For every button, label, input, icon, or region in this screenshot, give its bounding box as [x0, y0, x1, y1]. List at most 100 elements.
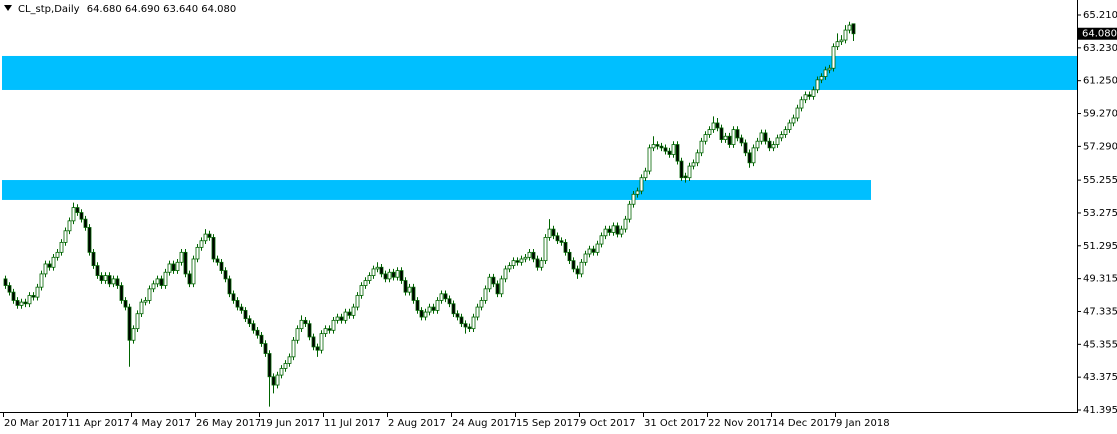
candle-body: [295, 328, 300, 341]
candle-body: [315, 346, 320, 351]
candle-body: [471, 316, 476, 330]
candle-body: [139, 301, 144, 315]
candle-body: [83, 218, 88, 228]
candle-body: [3, 278, 8, 286]
candle-body: [15, 300, 20, 306]
candle-body: [619, 228, 624, 235]
candle-body: [347, 311, 352, 316]
candle-body: [383, 273, 388, 280]
candle-body: [451, 303, 456, 315]
candle-body: [147, 288, 152, 301]
candle-body: [379, 266, 384, 275]
candle-body: [191, 258, 196, 285]
candle-body: [215, 258, 220, 263]
candle-body: [91, 251, 96, 267]
candle-body: [107, 275, 112, 285]
candle-body: [207, 233, 212, 238]
header-open: 64.680: [87, 4, 122, 15]
candle-body: [31, 295, 36, 298]
x-tick-label: 19 Jun 2017: [260, 418, 320, 429]
candle-body: [287, 356, 292, 364]
candle-body: [747, 152, 752, 164]
candle-body: [203, 233, 208, 242]
y-tick-label: 43.375: [1083, 372, 1117, 383]
candle-body: [695, 152, 700, 164]
candle-body: [643, 170, 648, 179]
candle-body: [743, 142, 748, 154]
candle-body: [127, 306, 132, 341]
candle-body: [331, 319, 336, 331]
candle-body: [363, 280, 368, 286]
candle-body: [839, 39, 844, 43]
candle-body: [7, 285, 12, 293]
candle-body: [811, 89, 816, 97]
candle-body: [55, 251, 60, 258]
x-tick-label: 20 Mar 2017: [4, 418, 67, 429]
y-tick-label: 59.270: [1083, 109, 1117, 120]
candle-body: [179, 251, 184, 263]
candles: [3, 21, 856, 407]
candle-body: [339, 316, 344, 321]
candle-body: [259, 334, 264, 344]
candle-body: [403, 280, 408, 293]
price-label-box: [1078, 27, 1117, 40]
candle-body: [795, 107, 800, 119]
x-tick-label: 2 Aug 2017: [388, 418, 446, 429]
candle-body: [427, 306, 432, 313]
candle-body: [47, 263, 52, 268]
candle-body: [251, 323, 256, 331]
candle-body: [783, 129, 788, 135]
x-tick-label: 11 Apr 2017: [68, 418, 130, 429]
candle-body: [391, 271, 396, 278]
candle-body: [175, 261, 180, 271]
candle-body: [307, 323, 312, 338]
candle-body: [343, 311, 348, 321]
candle-body: [163, 271, 168, 286]
candle-body: [411, 286, 416, 301]
candle-body: [635, 190, 640, 195]
candle-body: [39, 273, 44, 288]
candle-body: [751, 147, 756, 164]
candle-body: [151, 283, 156, 290]
symbol: CL_stp,Daily: [18, 4, 80, 15]
candle-body: [675, 144, 680, 162]
x-tick-label: 11 Jul 2017: [324, 418, 381, 429]
candle-body: [355, 295, 360, 308]
candle-body: [447, 298, 452, 305]
candle-body: [283, 363, 288, 369]
candle-body: [623, 218, 628, 230]
candle-body: [583, 253, 588, 263]
candle-body: [587, 248, 592, 255]
candle-body: [303, 319, 308, 325]
candle-body: [735, 129, 740, 139]
candle-body: [19, 301, 24, 306]
candle-body: [419, 309, 424, 318]
x-tick-label: 24 Aug 2017: [452, 418, 516, 429]
x-tick-label: 9 Oct 2017: [580, 418, 635, 429]
candle-body: [599, 235, 604, 245]
candle-body: [199, 240, 204, 248]
zone: [2, 180, 871, 200]
candle-body: [579, 261, 584, 275]
y-tick-label: 47.335: [1083, 306, 1117, 317]
candle-body: [155, 278, 160, 285]
candle-body: [459, 316, 464, 325]
candle-body: [319, 333, 324, 351]
menu-triangle[interactable]: [4, 5, 12, 11]
candle-body: [115, 278, 120, 286]
y-tick-label: 41.395: [1083, 405, 1117, 416]
candle-body: [219, 261, 224, 271]
x-tick-label: 22 Nov 2017: [708, 418, 772, 429]
candle-body: [647, 147, 652, 172]
candle-body: [51, 256, 56, 268]
candle-body: [815, 79, 820, 91]
candle-body: [123, 300, 128, 308]
candle-body: [731, 129, 736, 145]
candle-body: [263, 343, 268, 354]
candle-body: [187, 273, 192, 285]
candle-body: [247, 318, 252, 325]
candle-body: [711, 122, 716, 131]
candle-body: [407, 286, 412, 293]
candle-body: [351, 306, 356, 316]
candle-body: [715, 122, 720, 129]
